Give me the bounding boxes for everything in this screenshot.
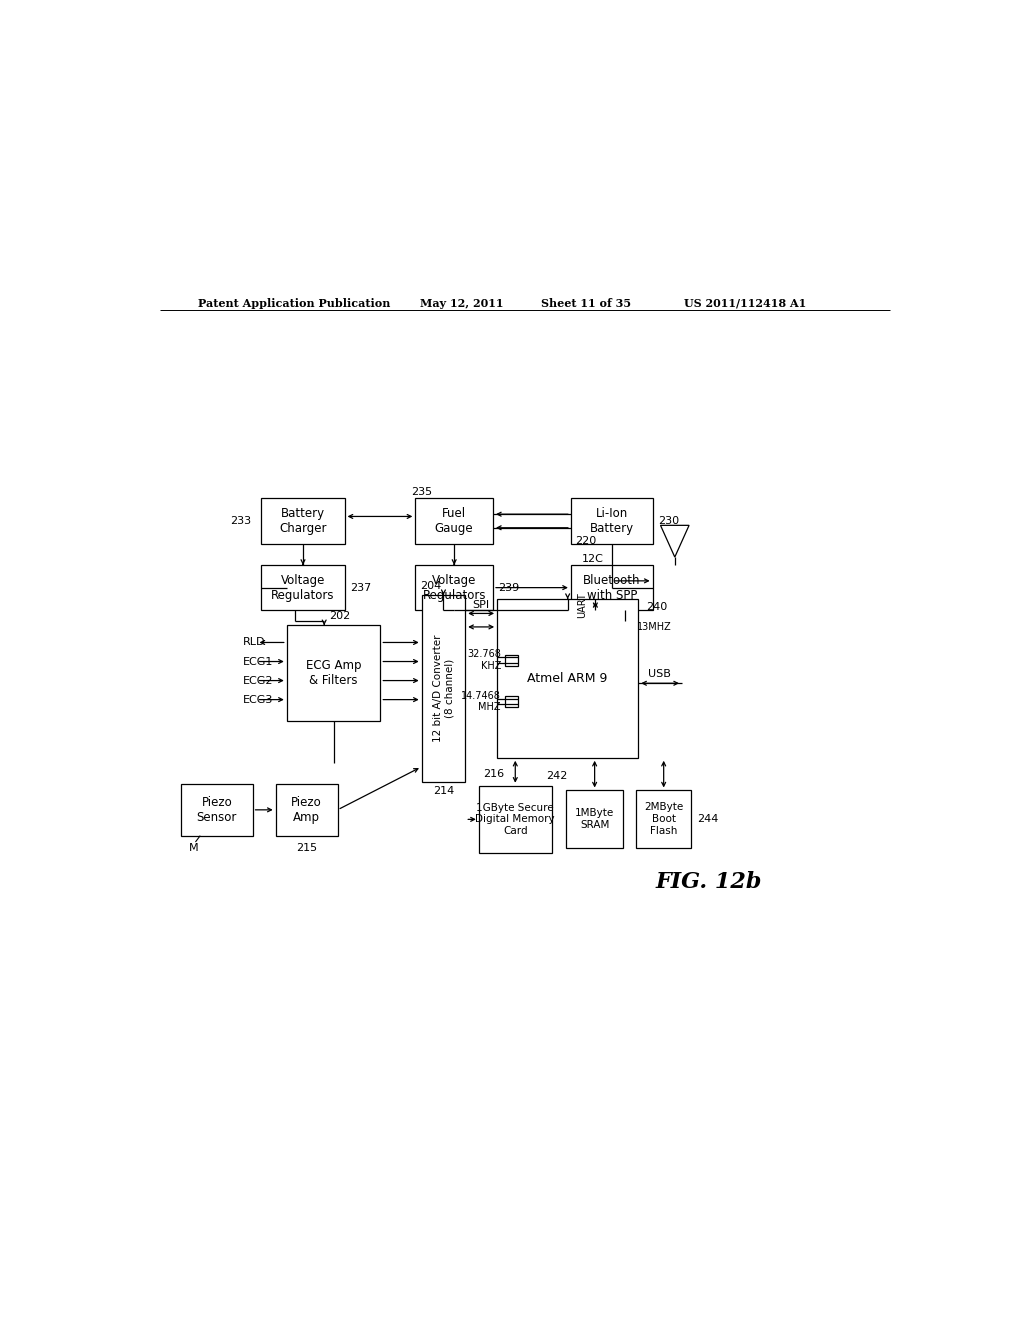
Bar bbox=[566, 791, 624, 847]
Text: 240: 240 bbox=[646, 602, 668, 612]
Text: 237: 237 bbox=[350, 582, 372, 593]
Text: 214: 214 bbox=[433, 787, 454, 796]
Bar bbox=[287, 626, 380, 721]
Text: 239: 239 bbox=[499, 582, 520, 593]
Text: 235: 235 bbox=[412, 487, 432, 498]
Bar bbox=[181, 784, 253, 836]
Bar bbox=[505, 696, 518, 708]
Text: RLD: RLD bbox=[243, 638, 265, 648]
Text: Bluetooth
with SPP: Bluetooth with SPP bbox=[583, 574, 640, 602]
Text: 220: 220 bbox=[574, 536, 596, 546]
Text: 13MHZ: 13MHZ bbox=[637, 622, 672, 632]
Text: Li-Ion
Battery: Li-Ion Battery bbox=[590, 507, 634, 535]
Text: 215: 215 bbox=[296, 842, 317, 853]
Bar bbox=[570, 499, 652, 544]
Text: 12 bit A/D Converter
(8 channel): 12 bit A/D Converter (8 channel) bbox=[433, 635, 455, 742]
Text: UART: UART bbox=[578, 591, 588, 618]
Text: Voltage
Regulators: Voltage Regulators bbox=[423, 574, 486, 602]
Text: ECG3: ECG3 bbox=[243, 694, 273, 705]
Text: 202: 202 bbox=[330, 611, 351, 620]
Text: M: M bbox=[189, 842, 199, 853]
Bar bbox=[497, 599, 638, 758]
Text: Battery
Charger: Battery Charger bbox=[280, 507, 327, 535]
Bar bbox=[261, 499, 345, 544]
Bar bbox=[636, 791, 691, 847]
Text: Piezo
Amp: Piezo Amp bbox=[291, 796, 322, 824]
Text: 216: 216 bbox=[482, 768, 504, 779]
Text: Voltage
Regulators: Voltage Regulators bbox=[271, 574, 335, 602]
Text: Atmel ARM 9: Atmel ARM 9 bbox=[527, 672, 608, 685]
Text: ECG2: ECG2 bbox=[243, 676, 273, 685]
Text: 32.768
KHZ: 32.768 KHZ bbox=[467, 649, 501, 671]
Text: Patent Application Publication: Patent Application Publication bbox=[198, 297, 390, 309]
Bar bbox=[275, 784, 338, 836]
Bar bbox=[618, 622, 633, 632]
Bar bbox=[479, 785, 552, 853]
Text: Sheet 11 of 35: Sheet 11 of 35 bbox=[541, 297, 631, 309]
Text: 244: 244 bbox=[697, 814, 719, 824]
Text: 1GByte Secure
Digital Memory
Card: 1GByte Secure Digital Memory Card bbox=[475, 803, 555, 836]
Bar bbox=[416, 499, 494, 544]
Text: 230: 230 bbox=[658, 516, 679, 525]
Text: 233: 233 bbox=[229, 516, 251, 525]
Text: 204: 204 bbox=[420, 581, 441, 590]
Bar bbox=[505, 655, 518, 665]
Text: 242: 242 bbox=[546, 771, 567, 781]
Text: 14.7468
MHZ: 14.7468 MHZ bbox=[461, 690, 501, 713]
Text: SPI: SPI bbox=[473, 601, 489, 610]
Text: 2MByte
Boot
Flash: 2MByte Boot Flash bbox=[644, 803, 683, 836]
Bar bbox=[416, 565, 494, 610]
Bar bbox=[422, 595, 465, 781]
Text: May 12, 2011: May 12, 2011 bbox=[420, 297, 504, 309]
Bar bbox=[570, 565, 652, 610]
Text: US 2011/112418 A1: US 2011/112418 A1 bbox=[684, 297, 806, 309]
Text: FIG. 12b: FIG. 12b bbox=[655, 871, 762, 894]
Text: 12C: 12C bbox=[582, 554, 604, 565]
Text: 1MByte
SRAM: 1MByte SRAM bbox=[575, 808, 614, 830]
Text: USB: USB bbox=[648, 669, 671, 678]
Text: ECG1: ECG1 bbox=[243, 656, 273, 667]
Text: Fuel
Gauge: Fuel Gauge bbox=[435, 507, 473, 535]
Bar bbox=[261, 565, 345, 610]
Text: ECG Amp
& Filters: ECG Amp & Filters bbox=[306, 659, 361, 686]
Text: Piezo
Sensor: Piezo Sensor bbox=[197, 796, 238, 824]
